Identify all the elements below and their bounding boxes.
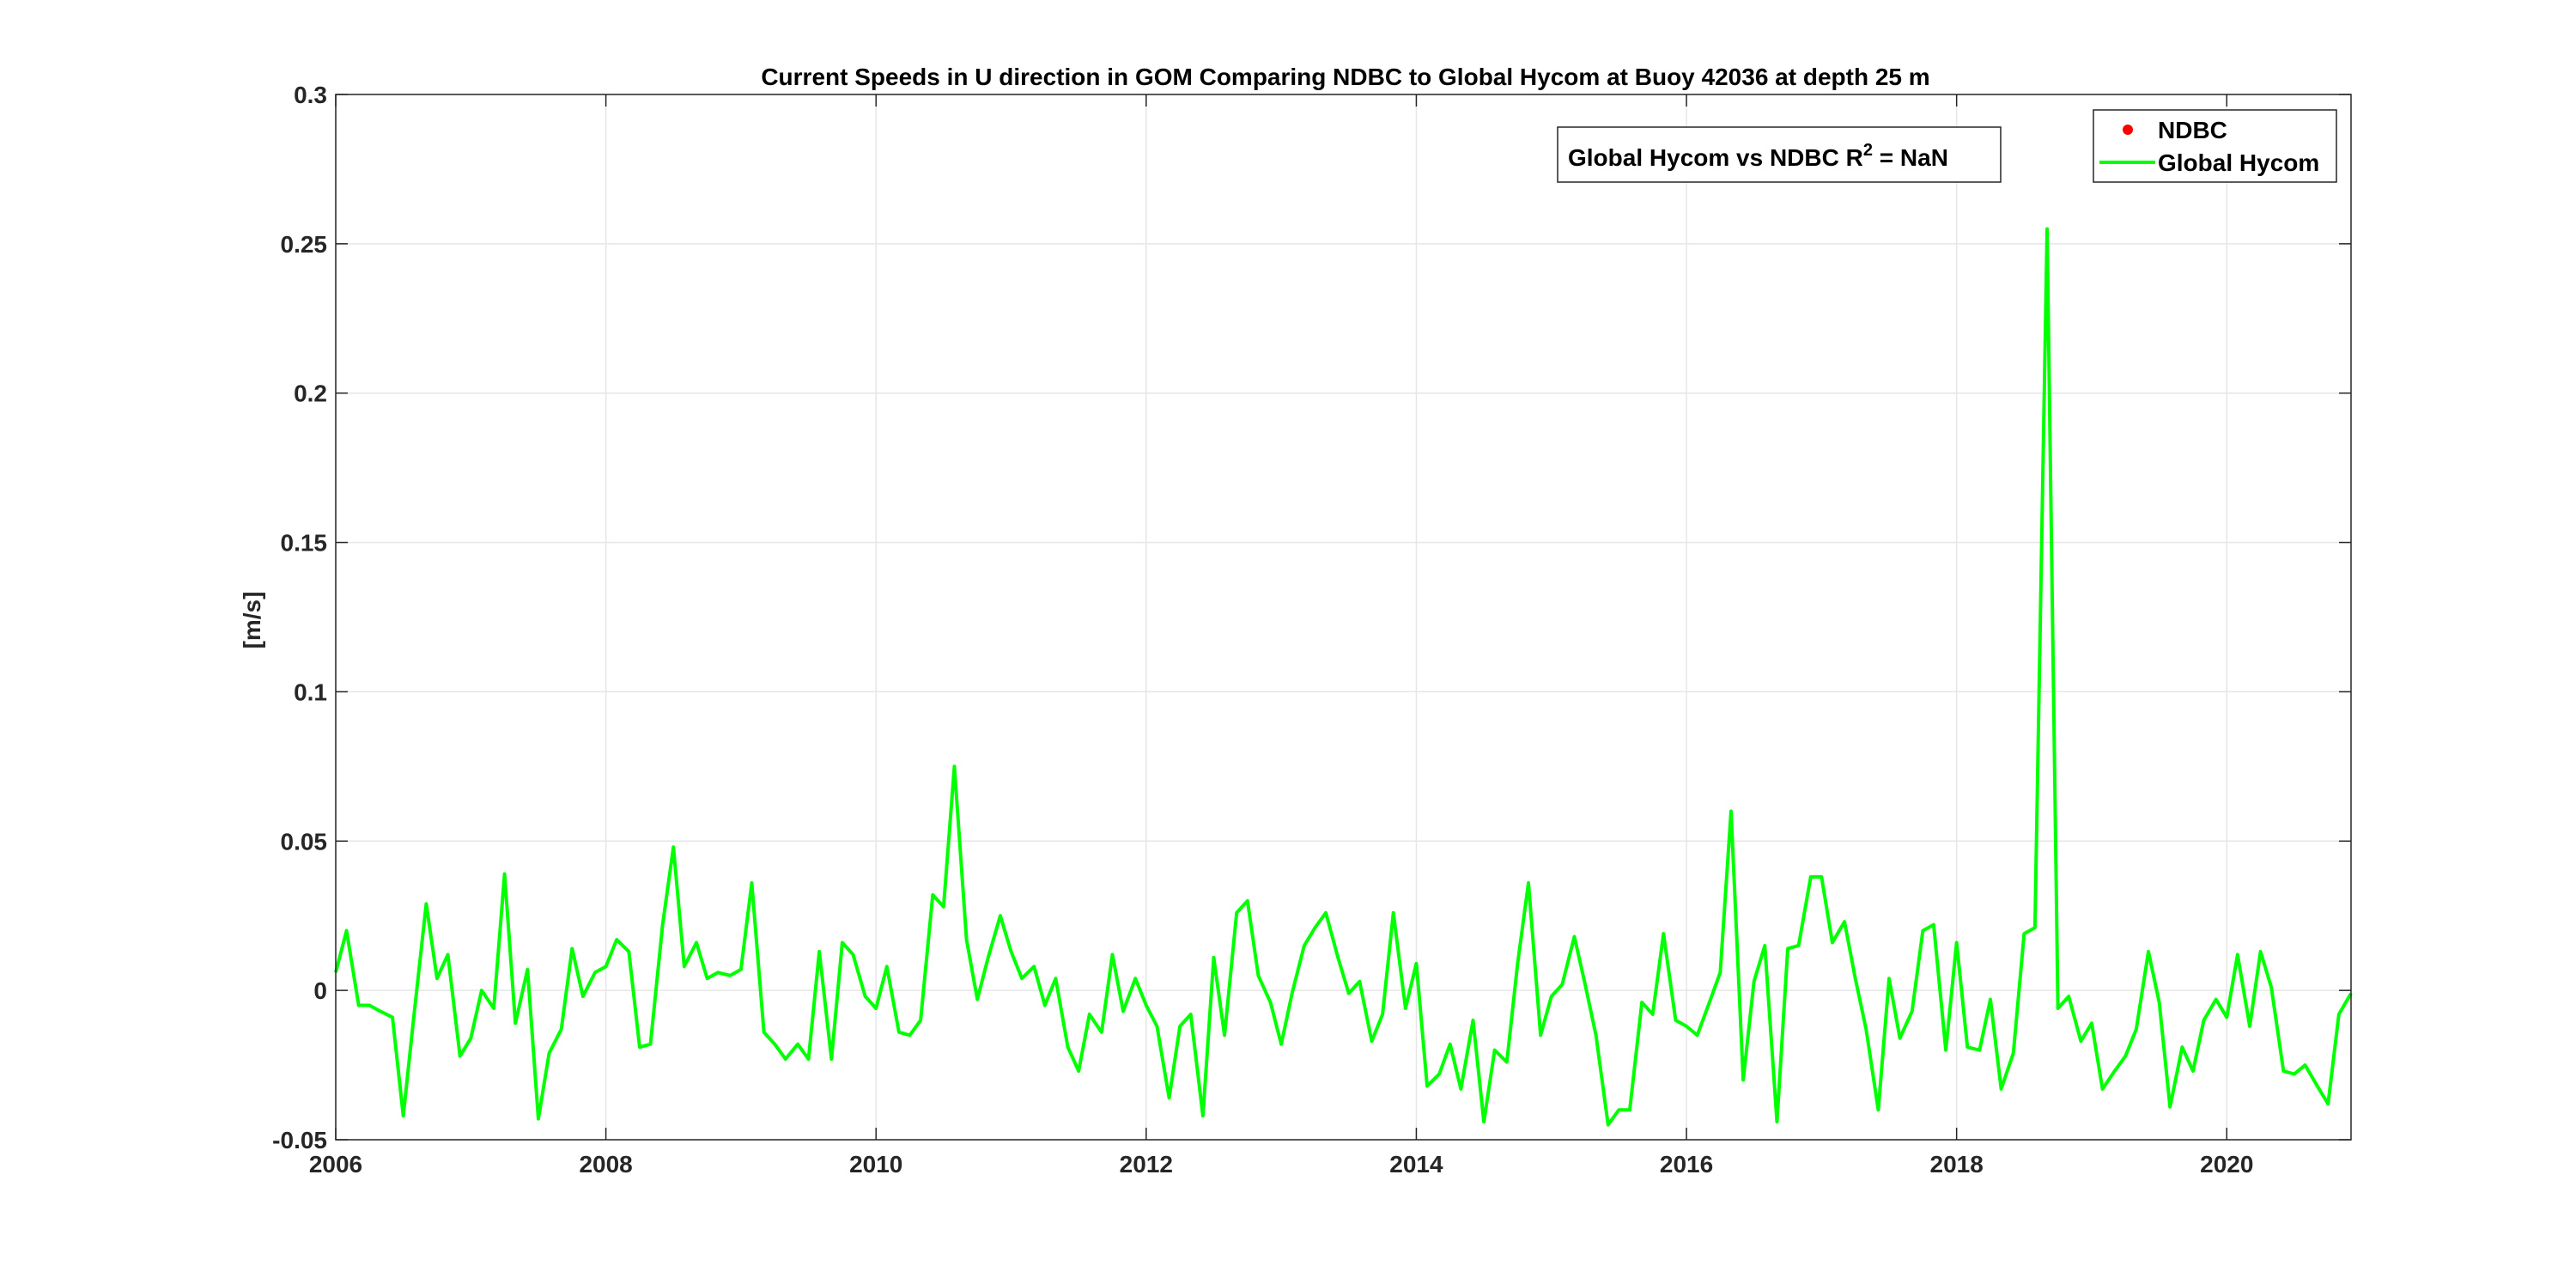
y-tick-label: 0.1 — [294, 679, 327, 705]
x-tick-label: 2014 — [1389, 1151, 1443, 1178]
y-tick-label: 0.25 — [281, 231, 328, 258]
x-tick-label: 2016 — [1660, 1151, 1713, 1178]
r-squared-annotation: Global Hycom vs NDBC R2 = NaN — [1557, 126, 2002, 183]
legend-ndbc-marker — [2123, 125, 2133, 135]
x-tick-label: 2010 — [849, 1151, 902, 1178]
plot-area — [336, 94, 2351, 1140]
annotation-box — [1557, 126, 2002, 183]
y-tick-label: -0.05 — [272, 1127, 327, 1153]
axes-box — [335, 94, 2352, 1141]
annotation-superscript: 2 — [1863, 141, 1873, 160]
x-axis-ticks: 2006 2008 2010 2012 2014 2016 2018 2020 — [309, 94, 2253, 1178]
annotation-prefix: Global Hycom vs NDBC R — [1568, 144, 1863, 171]
x-tick-label: 2012 — [1120, 1151, 1173, 1178]
y-tick-label: 0 — [313, 977, 327, 1004]
y-tick-label: 0.3 — [294, 82, 327, 108]
annotation-text: Global Hycom vs NDBC R2 = NaN — [1568, 141, 1948, 171]
annotation-suffix: = NaN — [1873, 144, 1948, 171]
x-tick-label: 2006 — [309, 1151, 362, 1178]
axes — [335, 94, 2352, 1141]
y-axis-ticks: -0.05 0 0.05 0.1 0.15 0.2 0.25 0.3 — [272, 82, 2351, 1153]
y-tick-label: 0.15 — [281, 530, 328, 557]
series-line-global-hycom — [334, 227, 2353, 1127]
x-tick-label: 2020 — [2200, 1151, 2253, 1178]
legend-hycom-label: Global Hycom — [2158, 149, 2319, 176]
legend-box — [2093, 109, 2337, 183]
x-tick-label: 2008 — [579, 1151, 632, 1178]
y-tick-label: 0.05 — [281, 828, 328, 855]
y-axis-label: [m/s] — [239, 592, 265, 649]
legend-ndbc-label: NDBC — [2158, 117, 2227, 143]
y-tick-label: 0.2 — [294, 380, 327, 407]
legend: NDBC Global Hycom — [2093, 109, 2337, 183]
chart-title: Current Speeds in U direction in GOM Com… — [761, 64, 1929, 90]
x-tick-label: 2018 — [1930, 1151, 1984, 1178]
series-layer — [334, 227, 2353, 1127]
